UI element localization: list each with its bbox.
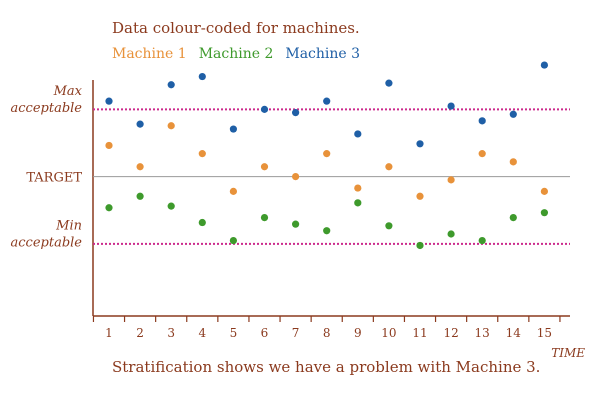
chart-title: Data colour-coded for machines. [112, 19, 360, 37]
x-tick-label-9: 9 [354, 326, 362, 340]
reference-label-max-acceptable-line-1: Max [53, 84, 83, 99]
point-machine-2-t6 [260, 214, 269, 222]
x-tick-label-4: 4 [198, 326, 206, 340]
x-tick-label-10: 10 [381, 326, 396, 340]
point-machine-2-t12 [447, 230, 455, 238]
point-machine-3-t9 [354, 130, 362, 138]
point-machine-1-t15 [540, 187, 549, 195]
point-machine-1-t2 [136, 163, 144, 171]
point-machine-3-t11 [416, 140, 424, 148]
point-machine-2-t11 [416, 241, 424, 250]
point-machine-3-t12 [447, 102, 455, 110]
x-tick-label-13: 13 [475, 326, 490, 340]
point-machine-3-t4 [198, 72, 206, 81]
point-machine-1-t3 [167, 122, 175, 130]
point-machine-3-t8 [323, 97, 331, 105]
point-machine-1-t9 [354, 184, 362, 192]
point-machine-1-t13 [478, 150, 486, 158]
x-tick-label-7: 7 [292, 326, 300, 340]
x-tick-label-14: 14 [506, 326, 522, 340]
point-machine-3-t6 [260, 105, 269, 113]
point-machine-1-t7 [292, 173, 300, 181]
point-machine-1-t1 [105, 141, 113, 150]
reference-label-min-acceptable-line-1: Min [55, 218, 82, 233]
reference-label-max-acceptable-line-2: acceptable [11, 101, 83, 116]
chart-footnote: Stratification shows we have a problem w… [112, 358, 540, 376]
x-tick-label-3: 3 [167, 326, 175, 340]
legend-entry-machine-2: Machine 2 [199, 46, 274, 62]
point-machine-3-t15 [540, 61, 549, 69]
point-machine-1-t11 [416, 192, 424, 200]
point-machine-2-t5 [229, 236, 237, 245]
point-machine-2-t7 [292, 220, 300, 228]
x-tick-label-15: 15 [537, 326, 552, 340]
point-machine-1-t6 [260, 163, 269, 171]
x-tick-label-6: 6 [261, 326, 269, 340]
point-machine-3-t3 [167, 81, 175, 89]
legend-entry-machine-3: Machine 3 [285, 46, 360, 62]
point-machine-1-t5 [229, 187, 237, 195]
reference-label-target-line-1: TARGET [26, 171, 82, 186]
point-machine-2-t9 [354, 199, 362, 207]
legend-entry-machine-1: Machine 1 [112, 46, 187, 62]
x-tick-label-11: 11 [412, 326, 427, 340]
point-machine-2-t2 [136, 192, 144, 200]
reference-label-min-acceptable-line-2: acceptable [11, 235, 83, 250]
point-machine-2-t10 [385, 222, 393, 230]
x-tick-label-12: 12 [443, 326, 458, 340]
point-machine-1-t10 [385, 163, 393, 171]
point-machine-3-t13 [478, 117, 486, 125]
point-machine-2-t8 [323, 227, 331, 235]
x-tick-label-8: 8 [323, 326, 331, 340]
point-machine-1-t8 [323, 150, 331, 158]
point-machine-2-t3 [167, 202, 175, 210]
point-machine-2-t14 [509, 214, 517, 222]
point-machine-2-t15 [540, 209, 549, 217]
x-tick-label-1: 1 [105, 326, 113, 340]
point-machine-2-t13 [478, 236, 486, 245]
point-machine-1-t12 [447, 176, 455, 184]
point-machine-3-t14 [509, 110, 517, 118]
x-tick-label-5: 5 [230, 326, 238, 340]
point-machine-3-t7 [292, 109, 300, 117]
point-machine-1-t4 [198, 150, 206, 158]
point-machine-3-t5 [229, 125, 237, 133]
legend: Machine 1 Machine 2 Machine 3 [112, 46, 360, 62]
point-machine-3-t10 [385, 79, 393, 87]
point-machine-2-t1 [105, 204, 113, 212]
x-tick-label-2: 2 [136, 326, 144, 340]
point-machine-1-t14 [509, 158, 517, 166]
x-axis-title: TIME [551, 346, 585, 360]
point-machine-2-t4 [198, 218, 206, 227]
point-machine-3-t1 [105, 97, 113, 105]
point-machine-3-t2 [136, 120, 144, 128]
